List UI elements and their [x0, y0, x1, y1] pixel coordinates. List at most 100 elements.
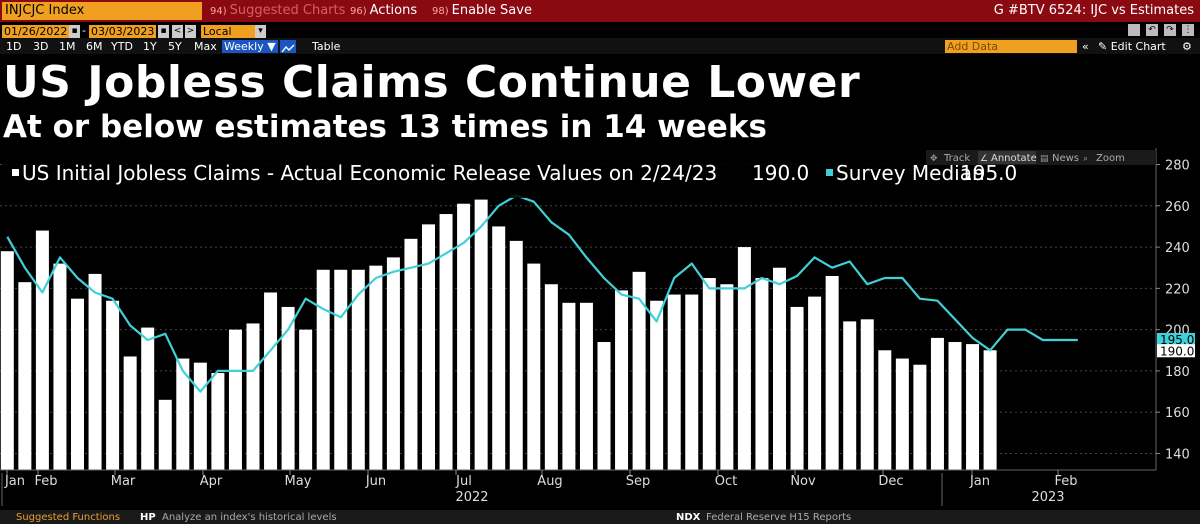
chart-subtitle: At or below estimates 13 times in 14 wee…: [3, 109, 767, 145]
suggested-charts-button[interactable]: 94) Suggested Charts: [210, 3, 345, 20]
actual-bar: [71, 298, 84, 470]
actual-last-tag: [1157, 344, 1195, 358]
actual-bar: [0, 251, 14, 470]
hp-function-code[interactable]: HP: [140, 512, 156, 523]
end-calendar-icon[interactable]: ▪: [158, 25, 169, 38]
y-tick-label: 140: [1165, 447, 1190, 462]
track-button[interactable]: Track: [943, 153, 970, 164]
start-date-input[interactable]: 01/26/2022: [2, 25, 70, 38]
chart-settings-icon[interactable]: ⚙: [1182, 40, 1192, 53]
actual-bar: [755, 278, 769, 470]
currency-dropdown-icon[interactable]: ▾: [255, 25, 266, 38]
actual-bar: [422, 224, 435, 470]
actual-bar: [439, 214, 453, 470]
x-tick-label: Nov: [790, 474, 816, 489]
chart-name: G #BTV 6524: IJC vs Estimates: [993, 3, 1194, 18]
period-5y[interactable]: 5Y: [168, 40, 182, 53]
legend-actual-swatch: [12, 169, 19, 176]
actual-bar: [737, 247, 751, 470]
actual-bar: [351, 269, 365, 470]
news-button[interactable]: News: [1052, 153, 1079, 164]
survey-line: [6, 194, 1078, 393]
currency-select[interactable]: Local CCY: [201, 25, 255, 51]
ndx-function-code[interactable]: NDX: [676, 512, 701, 523]
chart-title: US Jobless Claims Continue Lower: [3, 57, 861, 108]
x-tick-label: Feb: [1054, 474, 1077, 489]
actual-bar: [650, 300, 664, 470]
actual-bar: [983, 350, 997, 470]
period-ytd[interactable]: YTD: [111, 40, 133, 53]
actual-bar: [404, 238, 418, 470]
actual-bar: [474, 199, 488, 470]
enable-save-number: 98): [432, 6, 449, 17]
y-tick-label: 240: [1165, 241, 1190, 256]
actual-bar: [281, 306, 295, 470]
actual-bar: [316, 269, 330, 470]
chart-tools: ✥ Track ∠ Annotate ▤ News ⌕ Zoom: [926, 150, 1156, 165]
enable-save-button[interactable]: 98) Enable Save: [432, 3, 532, 20]
actual-bars: [0, 199, 997, 470]
ndx-function-text[interactable]: Federal Reserve H15 Reports: [706, 512, 852, 523]
annotate-button[interactable]: Annotate: [991, 153, 1037, 164]
hp-function-text[interactable]: Analyze an index's historical levels: [162, 512, 337, 523]
actual-bar: [35, 230, 49, 470]
actual-bar: [615, 290, 629, 470]
end-date-input[interactable]: 03/03/2023: [89, 25, 157, 38]
x-tick-label: Mar: [111, 474, 136, 489]
period-3d[interactable]: 3D: [33, 40, 49, 53]
actual-bar: [158, 399, 172, 470]
period-1m[interactable]: 1M: [59, 40, 76, 53]
actual-bar: [808, 296, 822, 470]
period-6m[interactable]: 6M: [86, 40, 103, 53]
period-1y[interactable]: 1Y: [143, 40, 157, 53]
start-calendar-icon[interactable]: ▪: [69, 25, 80, 38]
actual-bar: [597, 342, 611, 470]
pin-icon[interactable]: [1128, 24, 1140, 36]
edit-chart-button[interactable]: ✎ Edit Chart: [1098, 40, 1166, 53]
collapse-icon[interactable]: «: [1082, 40, 1089, 53]
actual-bar: [123, 356, 137, 470]
actions-label: Actions: [369, 3, 418, 18]
add-data-input[interactable]: Add Data: [945, 40, 1077, 53]
year-label: 2022: [455, 490, 488, 505]
actual-bar: [264, 292, 278, 470]
date-bar: [0, 22, 1200, 38]
ticker-input[interactable]: INJCJC Index: [2, 2, 202, 20]
track-icon[interactable]: ✥: [930, 154, 938, 164]
actual-last-value: 190.0: [1160, 344, 1194, 358]
actual-bar: [720, 284, 734, 470]
suggested-charts-label: Suggested Charts: [229, 3, 346, 18]
actual-bar: [18, 282, 32, 470]
prev-arrow-icon[interactable]: <: [172, 25, 183, 38]
zoom-icon[interactable]: ⌕: [1083, 154, 1088, 164]
frequency-select[interactable]: Weekly ▼: [222, 40, 278, 53]
line-chart-icon[interactable]: [280, 40, 296, 53]
actual-bar: [228, 329, 242, 470]
survey-last-value: 195.0: [1160, 333, 1194, 347]
actual-bar: [702, 278, 716, 470]
legend-actual-label: US Initial Jobless Claims - Actual Econo…: [22, 161, 717, 185]
news-icon[interactable]: ▤: [1040, 154, 1049, 164]
annotate-icon[interactable]: ∠: [980, 154, 988, 164]
period-1d[interactable]: 1D: [6, 40, 22, 53]
actual-bar: [299, 329, 313, 470]
survey-last-tag: [1157, 332, 1195, 346]
actual-bar: [544, 284, 558, 470]
period-max[interactable]: Max: [194, 40, 217, 53]
zoom-button[interactable]: Zoom: [1096, 153, 1125, 164]
actual-bar: [88, 273, 102, 470]
actions-number: 96): [350, 6, 367, 17]
next-arrow-icon[interactable]: >: [185, 25, 196, 38]
y-tick-label: 180: [1165, 365, 1190, 380]
actual-bar: [966, 344, 980, 470]
table-button[interactable]: Table: [312, 40, 341, 53]
y-tick-label: 160: [1165, 406, 1190, 421]
x-tick-label: Jun: [365, 474, 386, 489]
actual-bar: [895, 358, 909, 470]
undo-icon[interactable]: ↶: [1146, 24, 1158, 36]
redo-icon[interactable]: ↷: [1164, 24, 1176, 36]
actual-bar: [878, 350, 892, 470]
actions-menu[interactable]: 96) Actions: [350, 3, 417, 20]
more-icon[interactable]: ⋮: [1182, 24, 1194, 36]
date-separator: -: [82, 24, 86, 37]
